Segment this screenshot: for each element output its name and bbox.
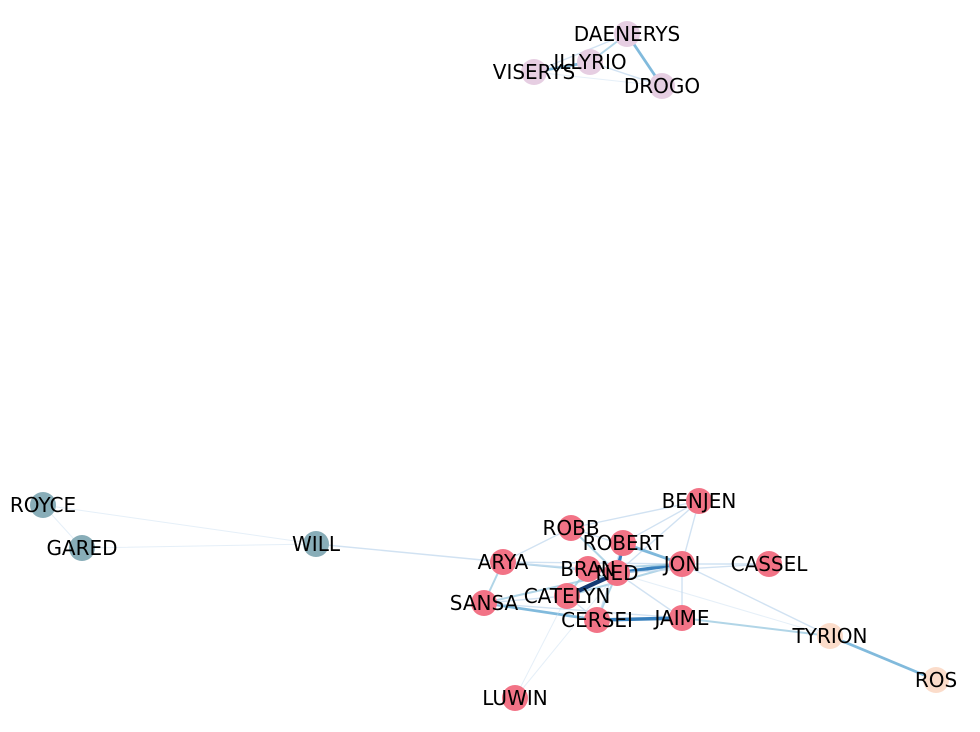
node-benjen bbox=[686, 488, 712, 514]
node-ros bbox=[923, 667, 949, 693]
edge-luwin-catelyn bbox=[514, 595, 568, 699]
node-label-cassel: CASSEL bbox=[731, 552, 809, 576]
node-label-ned: NED bbox=[596, 561, 639, 585]
nodes-layer bbox=[30, 21, 949, 711]
node-illyrio bbox=[577, 49, 603, 75]
node-tyrion bbox=[817, 623, 843, 649]
node-catelyn bbox=[554, 583, 580, 609]
node-gared bbox=[69, 535, 95, 561]
edge-arya-bran bbox=[502, 561, 589, 570]
node-label-ros: ROS bbox=[915, 668, 957, 692]
node-robb bbox=[558, 515, 584, 541]
edge-bran-jon bbox=[587, 563, 683, 570]
edge-benjen-robert bbox=[622, 500, 700, 544]
edge-tyrion-ned bbox=[616, 572, 831, 637]
node-cassel bbox=[756, 551, 782, 577]
edge-sansa-catelyn bbox=[483, 595, 568, 604]
node-viserys bbox=[521, 59, 547, 85]
node-ned bbox=[604, 560, 630, 586]
node-label-sansa: SANSA bbox=[450, 591, 519, 615]
node-label-cersei: CERSEI bbox=[561, 608, 633, 632]
node-label-robert: ROBERT bbox=[583, 531, 664, 555]
node-label-luwin: LUWIN bbox=[482, 686, 547, 710]
edge-jaime-tyrion bbox=[681, 617, 831, 637]
node-jaime bbox=[669, 605, 695, 631]
node-sansa bbox=[471, 590, 497, 616]
node-label-royce: ROYCE bbox=[10, 493, 76, 517]
edge-tyrion-ros bbox=[828, 634, 938, 682]
node-label-bran: BRAN bbox=[560, 557, 615, 581]
edge-luwin-ned bbox=[514, 572, 618, 699]
node-label-benjen: BENJEN bbox=[662, 489, 737, 513]
node-label-catelyn: CATELYN bbox=[524, 584, 611, 608]
edge-sansa-jaime bbox=[483, 602, 683, 619]
node-label-arya: ARYA bbox=[478, 550, 529, 574]
edge-benjen-ned bbox=[616, 500, 700, 574]
node-cersei bbox=[584, 607, 610, 633]
node-label-daenerys: DAENERYS bbox=[574, 22, 681, 46]
edge-daenerys-viserys bbox=[533, 33, 628, 73]
node-will bbox=[303, 531, 329, 557]
node-label-viserys: VISERYS bbox=[493, 60, 575, 84]
node-drogo bbox=[649, 73, 675, 99]
edge-cersei-jaime bbox=[595, 616, 684, 622]
node-label-tyrion: TYRION bbox=[792, 624, 868, 648]
edge-will-arya bbox=[315, 543, 504, 563]
node-label-jaime: JAIME bbox=[652, 606, 709, 630]
node-arya bbox=[490, 549, 516, 575]
edge-robb-benjen bbox=[570, 500, 700, 529]
node-label-gared: GARED bbox=[46, 536, 117, 560]
node-robert bbox=[610, 530, 636, 556]
node-royce bbox=[30, 492, 56, 518]
node-jon bbox=[669, 551, 695, 577]
edge-royce-will bbox=[42, 504, 317, 545]
node-label-jon: JON bbox=[662, 552, 701, 576]
edge-gared-will bbox=[81, 543, 317, 549]
node-label-will: WILL bbox=[292, 532, 341, 556]
edge-jaime-ned bbox=[616, 572, 683, 619]
edge-viserys-drogo bbox=[533, 71, 663, 87]
node-label-illyrio: ILLYRIO bbox=[553, 50, 626, 74]
node-daenerys bbox=[614, 21, 640, 47]
edge-jon-tyrion bbox=[681, 563, 831, 637]
node-luwin bbox=[502, 685, 528, 711]
node-label-robb: ROBB bbox=[542, 516, 599, 540]
node-bran bbox=[575, 556, 601, 582]
node-label-drogo: DROGO bbox=[624, 74, 700, 98]
edge-sansa-cersei bbox=[482, 601, 599, 622]
